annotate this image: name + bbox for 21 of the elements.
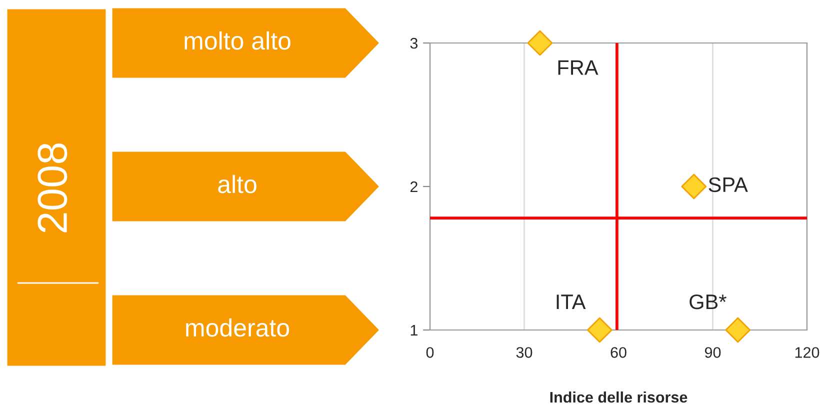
y-tick-label: 3 bbox=[410, 38, 418, 49]
y-tick-label: 1 bbox=[410, 325, 418, 336]
point bbox=[681, 174, 707, 200]
annotation: SPA bbox=[708, 177, 748, 192]
text: 2008 bbox=[38, 143, 68, 232]
x-tick-label: 90 bbox=[704, 347, 721, 358]
point bbox=[725, 317, 751, 343]
x-tick-label: 0 bbox=[426, 347, 434, 358]
y-tick-label: 2 bbox=[410, 181, 418, 192]
annotation: FRA bbox=[558, 60, 598, 75]
text: alto bbox=[218, 174, 256, 194]
x-tick-label: 60 bbox=[610, 347, 626, 358]
point bbox=[527, 30, 553, 56]
point bbox=[586, 317, 612, 343]
text: molto alto bbox=[184, 31, 290, 50]
x-axis-title: Indice delle risorse bbox=[550, 391, 688, 403]
text: moderato bbox=[186, 318, 290, 337]
annotation: GB* bbox=[690, 294, 726, 310]
annotation: ITA bbox=[556, 294, 586, 310]
x-tick-label: 120 bbox=[795, 347, 820, 358]
x-tick-label: 30 bbox=[516, 347, 532, 358]
